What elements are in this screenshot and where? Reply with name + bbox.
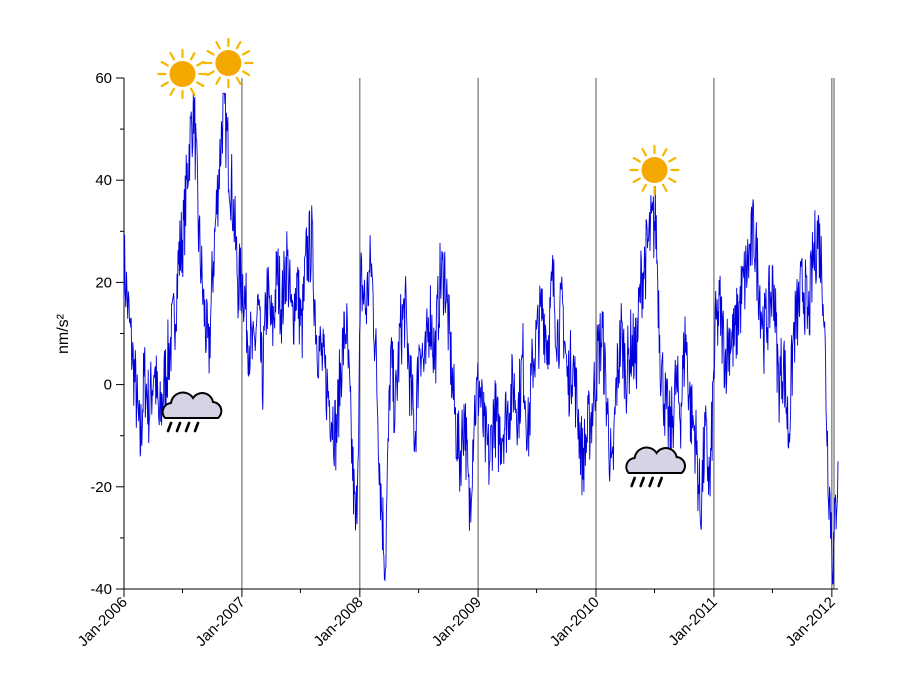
x-tick-label: Jan-2012 bbox=[782, 594, 838, 650]
y-tick-label: 60 bbox=[95, 70, 112, 87]
x-tick-label: Jan-2009 bbox=[429, 594, 485, 650]
rain-cloud-icon bbox=[161, 391, 223, 433]
sun-icon bbox=[157, 48, 208, 100]
x-tick-label: Jan-2011 bbox=[665, 594, 720, 649]
x-tick-label: Jan-2007 bbox=[192, 594, 248, 650]
gridlines bbox=[241, 78, 835, 589]
y-tick-label: -20 bbox=[90, 479, 112, 496]
y-ticks: 60 40 20 0 -20 -40 bbox=[90, 70, 124, 598]
sun-icon bbox=[629, 144, 680, 196]
x-tick-label: Jan-2008 bbox=[310, 594, 366, 650]
sun-icon bbox=[203, 37, 254, 89]
x-tick-label: Jan-2006 bbox=[75, 594, 131, 650]
y-axis-title: nm/s² bbox=[55, 313, 72, 354]
y-tick-label: 0 bbox=[104, 377, 112, 394]
x-ticks: Jan-2006 Jan-2007 Jan-2008 Jan-2009 Jan-2010… bbox=[75, 589, 839, 650]
rain-cloud-icon bbox=[625, 446, 686, 488]
y-tick-label: 20 bbox=[95, 274, 112, 291]
series-line-gravity bbox=[123, 92, 839, 585]
y-tick-label: 40 bbox=[95, 172, 112, 189]
x-tick-label: Jan-2010 bbox=[547, 594, 603, 650]
y-tick-label: -40 bbox=[90, 581, 112, 598]
annotations bbox=[157, 37, 686, 488]
axes bbox=[123, 78, 838, 590]
